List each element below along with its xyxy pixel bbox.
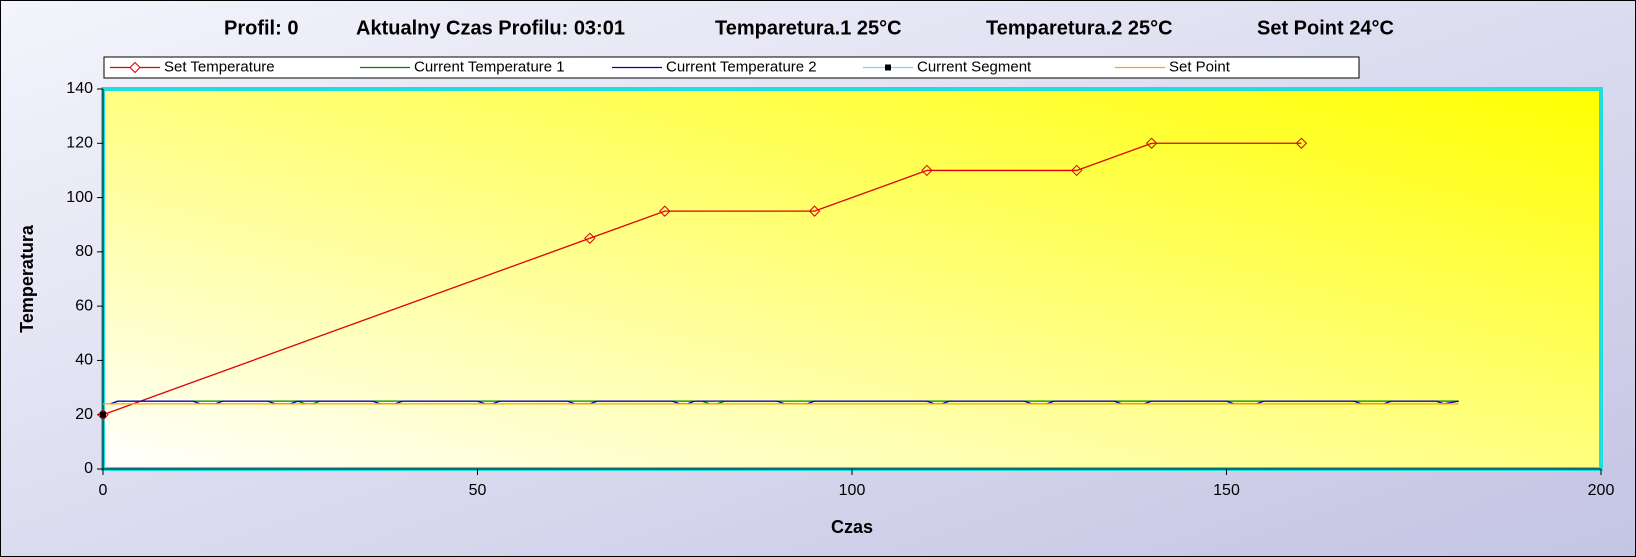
point-marker [1070, 164, 1083, 177]
legend-items: Set Temperature Current Temperature 1 Curr… [110, 58, 1231, 75]
point-marker [97, 409, 109, 421]
y-tick-label: 20 [75, 406, 93, 423]
point-marker [808, 205, 821, 217]
y-tick-label: 80 [75, 243, 93, 260]
point-marker [921, 164, 933, 177]
legend-label: Current Segment [917, 58, 1032, 75]
header-item: Temparetura.1 25°C [715, 17, 902, 39]
x-tick-label: 0 [99, 482, 108, 499]
legend-label: Current Temperature 2 [666, 58, 817, 75]
x-tick-label: 200 [1588, 482, 1615, 499]
legend [103, 56, 1360, 79]
header-item: Set Point 24°C [1257, 17, 1394, 39]
point-marker [1145, 137, 1158, 149]
legend-label: Set Point [1169, 58, 1231, 75]
y-tick-label: 0 [84, 460, 93, 477]
x-tick-label: 150 [1213, 482, 1240, 499]
y-tick-label: 120 [66, 135, 93, 152]
y-tick-label: 140 [66, 80, 93, 97]
plot-area [101, 87, 1603, 471]
y-tick-label: 100 [66, 189, 93, 206]
x-tick-label: 100 [839, 482, 866, 499]
point-marker [659, 205, 671, 217]
point-marker [100, 411, 106, 418]
legend-label: Current Temperature 1 [414, 58, 565, 75]
y-tick-label: 60 [75, 297, 93, 314]
series-line [102, 142, 1302, 416]
point-marker [584, 232, 596, 244]
legend-marker [129, 61, 141, 74]
point-marker [1295, 137, 1308, 149]
y-tick-label: 40 [75, 352, 93, 369]
x-axis-title: Czas [831, 517, 873, 537]
y-axis-title: Temperatura [17, 224, 37, 333]
header-item: Profil: 0 [224, 17, 298, 39]
header-item: Temparetura.2 25°C [986, 17, 1173, 39]
legend-marker [885, 64, 891, 71]
legend-label: Set Temperature [164, 58, 275, 75]
header-item: Aktualny Czas Profilu: 03:01 [356, 17, 625, 39]
x-tick-label: 50 [469, 482, 487, 499]
